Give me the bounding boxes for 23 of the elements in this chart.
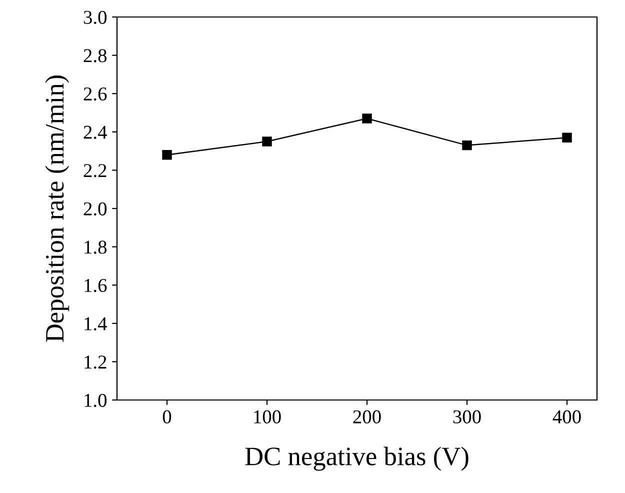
point bbox=[462, 140, 472, 150]
y-tick-label: 1.8 bbox=[84, 240, 107, 254]
y-tick-label: 1.4 bbox=[84, 317, 107, 330]
y-tick-label: 2.2 bbox=[84, 164, 106, 178]
point bbox=[162, 150, 172, 160]
y-tick-label: 1.6 bbox=[84, 278, 107, 292]
y-tick-label: 2.8 bbox=[84, 49, 107, 62]
y-axis-title: Deposition rate (nm/min) bbox=[45, 76, 70, 342]
y-tick-label: 1.2 bbox=[84, 356, 106, 369]
point bbox=[562, 132, 572, 143]
x-tick-label: 200 bbox=[353, 410, 381, 424]
x-axis-title: DC negative bias (V) bbox=[245, 446, 468, 471]
point bbox=[262, 136, 272, 146]
x-tick-label: 0 bbox=[162, 410, 172, 424]
y-tick-label: 2.6 bbox=[84, 87, 107, 101]
x-tick-label: 400 bbox=[552, 410, 581, 424]
y-tick-label: 2.0 bbox=[84, 202, 107, 216]
y-tick-label: 3.0 bbox=[84, 10, 107, 24]
x-tick-label: 100 bbox=[254, 410, 281, 424]
y-tick-label: 1.0 bbox=[84, 394, 107, 408]
point bbox=[362, 114, 372, 124]
x-tick-label: 300 bbox=[453, 410, 481, 424]
y-tick-label: 2.4 bbox=[84, 126, 107, 139]
